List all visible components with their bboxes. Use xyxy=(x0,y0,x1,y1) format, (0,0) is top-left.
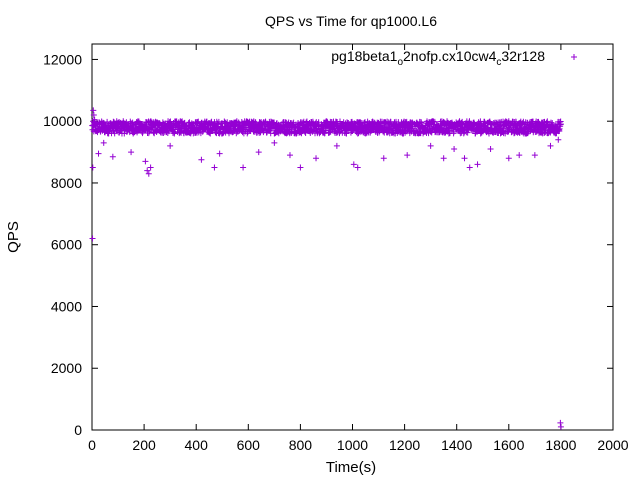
x-tick-label: 1800 xyxy=(545,437,576,453)
legend-marker xyxy=(571,54,577,60)
y-tick-label: 0 xyxy=(74,422,82,438)
legend-label: pg18beta1o2nofp.cx10cw4c32r128 xyxy=(331,48,545,68)
legend: pg18beta1o2nofp.cx10cw4c32r128 xyxy=(331,48,577,68)
x-tick-label: 600 xyxy=(237,437,261,453)
x-tick-label: 1400 xyxy=(441,437,472,453)
legend-label-part: 2nofp.cx10cw4 xyxy=(403,48,497,64)
y-axis: 0 2000 4000 6000 8000 10000 12000 xyxy=(43,51,613,438)
x-tick-label: 1000 xyxy=(337,437,368,453)
x-axis-title: Time(s) xyxy=(326,459,376,476)
data-series xyxy=(89,107,564,430)
x-tick-label: 800 xyxy=(289,437,313,453)
legend-label-part: 32r128 xyxy=(501,48,545,64)
legend-label-part: pg18beta1 xyxy=(331,48,397,64)
legend-label-subscript: o xyxy=(397,57,403,68)
y-tick-label: 12000 xyxy=(43,51,82,67)
y-tick-label: 2000 xyxy=(51,360,82,376)
x-tick-label: 200 xyxy=(132,437,156,453)
y-axis-title: QPS xyxy=(5,221,22,253)
legend-label-subscript: c xyxy=(496,57,501,68)
y-tick-label: 4000 xyxy=(51,298,82,314)
y-tick-label: 6000 xyxy=(51,237,82,253)
x-tick-label: 2000 xyxy=(597,437,628,453)
y-tick-label: 8000 xyxy=(51,175,82,191)
data-point-markers xyxy=(89,107,564,430)
chart-title: QPS vs Time for qp1000.L6 xyxy=(265,13,437,29)
x-tick-label: 1600 xyxy=(493,437,524,453)
x-tick-label: 400 xyxy=(185,437,209,453)
plot-frame xyxy=(91,43,614,431)
y-tick-label: 10000 xyxy=(43,113,82,129)
legend-marker-symbol xyxy=(571,54,577,60)
x-axis: 0 200 400 600 800 1000 1200 1400 1600 1800 2000 xyxy=(88,44,629,453)
x-tick-label: 1200 xyxy=(389,437,420,453)
x-tick-label: 0 xyxy=(88,437,96,453)
